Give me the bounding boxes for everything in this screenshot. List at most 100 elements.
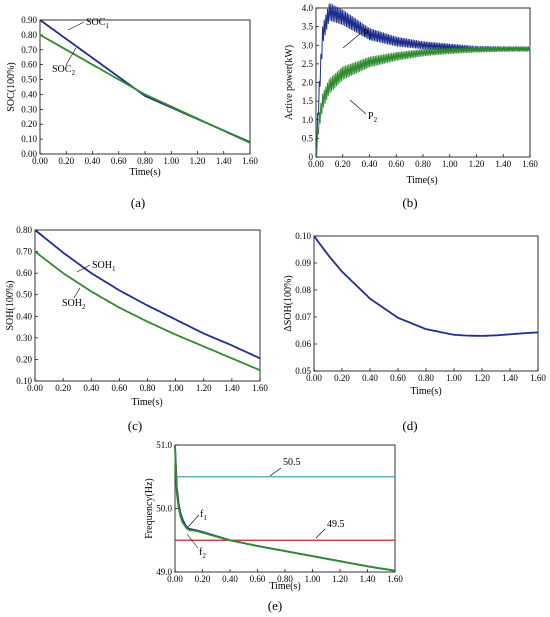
chart-e: 0.00 0.20 0.40 0.60 0.80 1.00 1.20 1.40 1.60 49.0… bbox=[144, 440, 403, 592]
x-tick-label: 1.20 bbox=[190, 156, 206, 166]
series-label-P2: P2 bbox=[368, 111, 378, 124]
y-tick-label: 0.07 bbox=[295, 312, 311, 322]
x-tick-label: 1.20 bbox=[474, 373, 490, 383]
x-tick-label: 0.40 bbox=[85, 156, 101, 166]
panel-label-d: (d) bbox=[402, 418, 417, 433]
y-tick-label: 0.00 bbox=[21, 149, 37, 159]
series-label-f2: f2 bbox=[199, 547, 206, 560]
x-tick-label: 0.80 bbox=[140, 383, 156, 393]
panel-label-b: (b) bbox=[402, 195, 417, 210]
y-tick-label: 1.5 bbox=[302, 96, 314, 106]
x-tick-label: 1.60 bbox=[252, 383, 268, 393]
y-tick-label: 3.5 bbox=[302, 22, 314, 32]
x-tick-label: 0.60 bbox=[111, 156, 127, 166]
series-pointer bbox=[67, 21, 85, 31]
x-tick-label: 1.40 bbox=[495, 159, 511, 169]
series-pointer bbox=[76, 264, 91, 273]
plot-frame bbox=[315, 7, 531, 158]
x-tick-label: 0.40 bbox=[362, 373, 378, 383]
y-tick-label: 0.10 bbox=[295, 231, 311, 241]
series-SOH2 bbox=[34, 250, 261, 372]
x-tick-label: 1.20 bbox=[469, 159, 485, 169]
panel-label-a: (a) bbox=[131, 195, 145, 210]
y-tick-label: 0.10 bbox=[21, 134, 37, 144]
x-tick-label: 1.40 bbox=[224, 383, 240, 393]
series-label-f1: f1 bbox=[200, 509, 207, 522]
x-tick-label: 0.20 bbox=[334, 373, 350, 383]
x-tick-label: 0.20 bbox=[55, 383, 71, 393]
y-tick-label: 0.60 bbox=[21, 60, 37, 70]
x-tick-label: 1.60 bbox=[387, 574, 403, 584]
y-tick-label: 1.0 bbox=[302, 115, 314, 125]
x-tick-label: 1.00 bbox=[163, 156, 179, 166]
x-tick-label: 0.60 bbox=[388, 159, 404, 169]
x-tick-label: 1.60 bbox=[242, 156, 258, 166]
y-tick-label: 0.30 bbox=[21, 104, 37, 114]
y-tick-label: 2.5 bbox=[302, 59, 314, 69]
series-pointer bbox=[186, 533, 199, 549]
panel-label-e: (e) bbox=[268, 598, 282, 613]
y-tick-label: 0.70 bbox=[16, 247, 32, 257]
reference-line-label: 49.5 bbox=[327, 519, 345, 530]
x-axis-label: Time(s) bbox=[406, 175, 437, 186]
series-P2 bbox=[315, 46, 531, 156]
series-pointer bbox=[342, 32, 362, 49]
x-tick-label: 0.80 bbox=[415, 159, 431, 169]
plot-frame bbox=[313, 235, 539, 372]
x-tick-label: 0.20 bbox=[195, 574, 211, 584]
y-axis-label: Frequency(Hz) bbox=[144, 478, 155, 539]
y-tick-label: 0.40 bbox=[16, 311, 32, 321]
x-tick-label: 0.60 bbox=[112, 383, 128, 393]
y-tick-label: 4.0 bbox=[302, 3, 314, 13]
x-axis-label: Time(s) bbox=[410, 386, 441, 397]
series-label-SOC2: SOC2 bbox=[52, 64, 75, 77]
y-tick-label: 0.06 bbox=[295, 339, 311, 349]
x-tick-label: 1.00 bbox=[442, 159, 458, 169]
y-axis-label: SOH(100%) bbox=[5, 281, 16, 331]
y-tick-label: 0.05 bbox=[295, 366, 311, 376]
x-tick-label: 1.60 bbox=[522, 159, 538, 169]
x-tick-label: 0.60 bbox=[250, 574, 266, 584]
x-axis-label: Time(s) bbox=[129, 167, 160, 178]
x-axis-label: Time(s) bbox=[269, 581, 300, 592]
y-axis-label: Active power(kW) bbox=[284, 45, 295, 120]
x-tick-label: 1.40 bbox=[216, 156, 232, 166]
x-tick-label: 1.40 bbox=[360, 574, 376, 584]
x-tick-label: 1.20 bbox=[332, 574, 348, 584]
series-label-SOH2: SOH2 bbox=[62, 298, 86, 311]
x-tick-label: 1.00 bbox=[446, 373, 462, 383]
y-tick-label: 0.5 bbox=[302, 133, 314, 143]
x-tick-label: 1.00 bbox=[305, 574, 321, 584]
series-pointer bbox=[187, 514, 200, 528]
series-pointer bbox=[65, 47, 77, 66]
series-SOC2 bbox=[39, 34, 251, 144]
x-tick-label: 0.80 bbox=[418, 373, 434, 383]
chart-b: 0.00 0.20 0.40 0.60 0.80 1.00 1.20 1.40 1.60 0 0.5… bbox=[284, 3, 538, 186]
series-label-SOH1: SOH1 bbox=[92, 260, 116, 273]
x-tick-label: 0.20 bbox=[58, 156, 74, 166]
y-tick-label: 0.50 bbox=[21, 75, 37, 85]
y-axis-label: SOC(100%) bbox=[6, 62, 17, 111]
chart-d: 0.00 0.20 0.40 0.60 0.80 1.00 1.20 1.40 1.60 0.05… bbox=[283, 231, 546, 397]
series-f2 bbox=[174, 444, 396, 572]
panel-label-c: (c) bbox=[128, 418, 142, 433]
y-tick-label: 0.30 bbox=[16, 333, 32, 343]
y-tick-label: 0.08 bbox=[295, 285, 311, 295]
series-label-SOC1: SOC1 bbox=[86, 17, 109, 30]
series-ΔSOH bbox=[313, 235, 539, 337]
y-tick-label: 0.40 bbox=[21, 89, 37, 99]
y-tick-label: 0 bbox=[309, 152, 314, 162]
x-tick-label: 0.00 bbox=[32, 156, 48, 166]
y-tick-label: 0.20 bbox=[21, 119, 37, 129]
x-tick-label: 1.60 bbox=[530, 373, 546, 383]
y-tick-label: 0.90 bbox=[21, 15, 37, 25]
y-tick-label: 0.50 bbox=[16, 290, 32, 300]
series-label-P1: P1 bbox=[363, 28, 373, 41]
reference-pointer bbox=[315, 528, 326, 539]
x-tick-label: 1.00 bbox=[168, 383, 184, 393]
y-tick-label: 0.70 bbox=[21, 45, 37, 55]
x-tick-label: 1.40 bbox=[502, 373, 518, 383]
y-tick-label: 0.60 bbox=[16, 268, 32, 278]
plot-frame bbox=[39, 19, 251, 155]
